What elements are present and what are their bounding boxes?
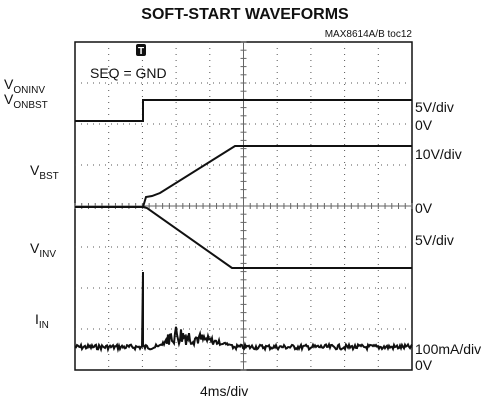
scale-label: 5V/div: [415, 232, 454, 248]
v-inv-trace: [142, 206, 412, 269]
label-sub: IN: [39, 320, 49, 331]
label-sub: ONBST: [13, 100, 47, 111]
channel-label: VINV: [30, 240, 56, 260]
channel-label: VONBST: [4, 91, 48, 111]
label-main: V: [30, 162, 40, 178]
channel-labels: VONINVVONBSTVBSTVINVIIN5V/div0V10V/div0V…: [4, 76, 481, 373]
label-sub: INV: [39, 249, 56, 260]
scale-label: 100mA/div: [415, 341, 481, 357]
title: SOFT-START WAVEFORMS: [141, 6, 349, 23]
v-oninv-trace: [75, 99, 412, 122]
condition: SEQ = GND: [90, 65, 167, 81]
label-main: I: [35, 311, 39, 327]
i-in-trace: [74, 271, 413, 353]
figure-note: MAX8614A/B toc12: [325, 29, 413, 40]
channel-label: VONINV: [4, 76, 45, 96]
time-scale: 4ms/div: [200, 383, 248, 399]
channel-label: IIN: [35, 311, 49, 331]
label-main: V: [4, 76, 14, 92]
label-main: V: [4, 91, 14, 107]
label-sub: BST: [39, 171, 58, 182]
scale-label: 5V/div: [415, 99, 454, 115]
label-main: V: [30, 240, 40, 256]
channel-label: VBST: [30, 162, 59, 182]
scale-label: 0V: [415, 117, 433, 133]
scale-label: 10V/div: [415, 146, 462, 162]
scale-label: 0V: [415, 200, 433, 216]
trigger-marker: [136, 44, 146, 56]
scale-label: 0V: [415, 357, 433, 373]
trigger-label: T: [138, 46, 144, 57]
grid: [74, 41, 413, 371]
traces: [74, 99, 413, 353]
label-sub: ONINV: [13, 85, 45, 96]
